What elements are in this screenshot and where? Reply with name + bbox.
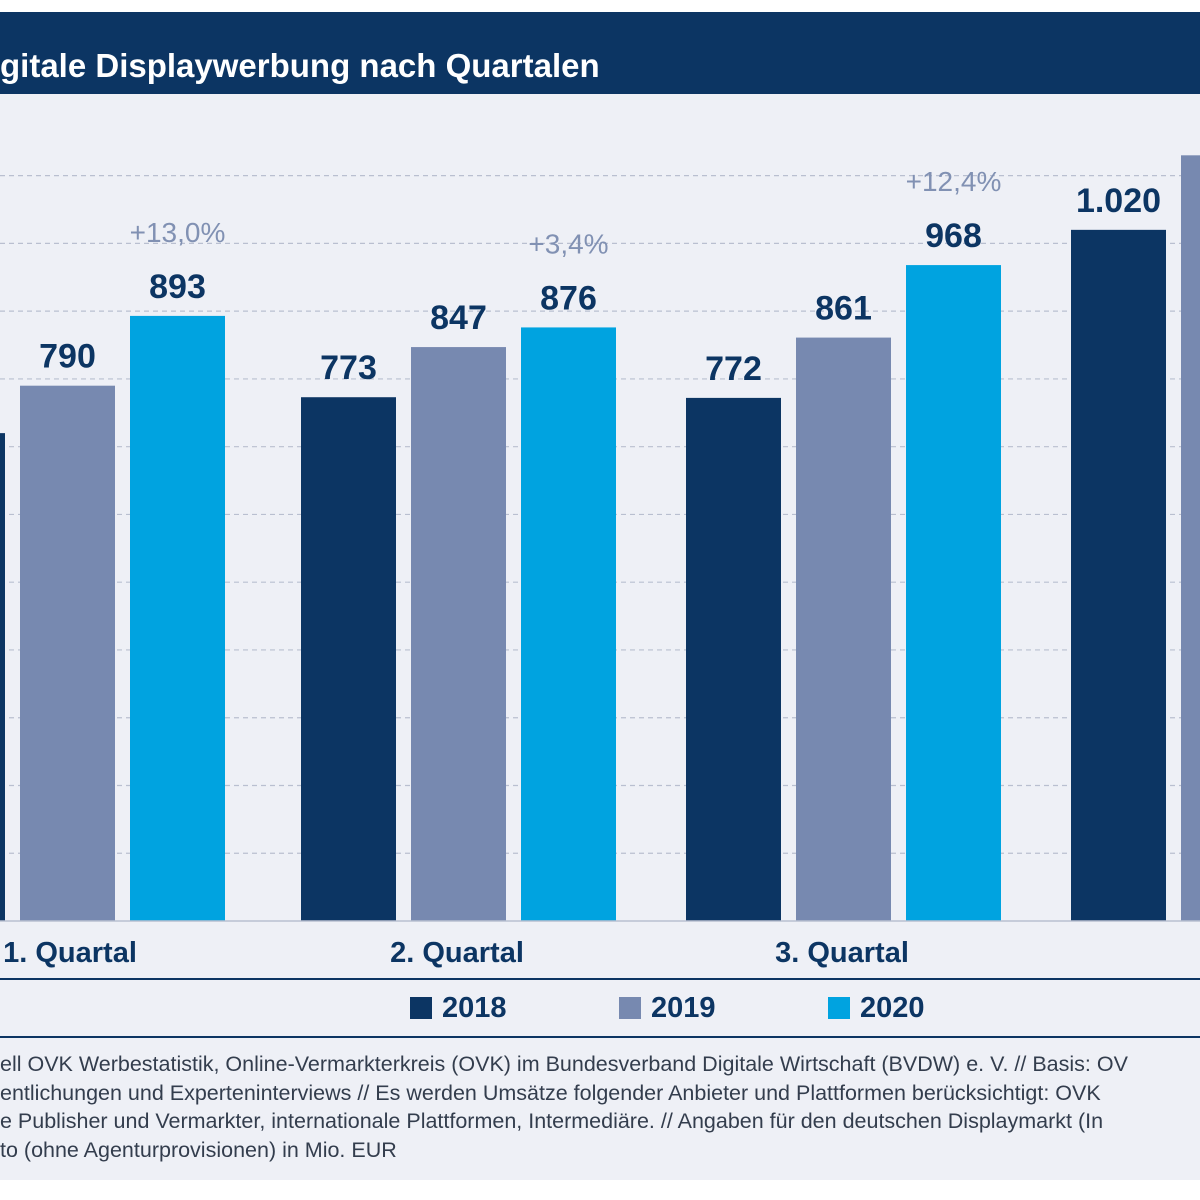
- bar-2020-q3: [906, 265, 1001, 921]
- legend-item-2020: 2020: [828, 990, 925, 1026]
- change-label-q3: +12,4%: [906, 166, 1002, 197]
- footer-divider: [0, 1036, 1200, 1038]
- legend-item-2019: 2019: [619, 990, 716, 1026]
- legend-swatch-2019: [619, 997, 641, 1019]
- footnote-line: entlichungen und Experteninterviews // E…: [0, 1080, 1101, 1105]
- legend-swatch-2020: [828, 997, 850, 1019]
- bar-2019-q1: [20, 385, 115, 921]
- legend-label-2018: 2018: [442, 991, 507, 1024]
- bar-2018-q4: [1071, 229, 1166, 921]
- value-label-2019-q1: 790: [39, 338, 96, 376]
- category-label-q3: 3. Quartal: [775, 937, 909, 969]
- value-label-2019-q2: 847: [430, 299, 487, 337]
- bar-2018-q2: [301, 397, 396, 921]
- legend-label-2019: 2019: [651, 991, 716, 1024]
- bar-2020-q1: [130, 315, 225, 921]
- legend-item-2018: 2018: [410, 990, 507, 1026]
- change-label-q2: +3,4%: [528, 228, 608, 259]
- value-label-2018-q2: 773: [320, 349, 377, 387]
- value-label-2018-q4: 1.020: [1076, 182, 1161, 220]
- title-bar: gitale Displaywerbung nach Quartalen: [0, 12, 1200, 94]
- footnote-line: e Publisher und Vermarkter, internationa…: [0, 1109, 1104, 1133]
- value-label-2020-q1: 893: [149, 268, 206, 306]
- legend-swatch-2018: [410, 997, 432, 1019]
- value-label-2020-q3: 968: [925, 217, 982, 255]
- category-label-q1: 1. Quartal: [3, 937, 137, 969]
- value-label-2019-q3: 861: [815, 290, 872, 328]
- value-label-2020-q2: 876: [540, 279, 597, 317]
- category-label-q2: 2. Quartal: [390, 937, 524, 969]
- value-label-2018-q3: 772: [705, 350, 762, 388]
- bar-2020-q2: [521, 327, 616, 922]
- bar-2019-q2: [411, 347, 506, 921]
- legend-label-2020: 2020: [860, 991, 925, 1024]
- bar-2018-q1: [0, 433, 5, 921]
- legend: 2018 2019 2020: [0, 990, 1200, 1026]
- bar-2019-q3: [796, 337, 891, 921]
- chart-title: gitale Displaywerbung nach Quartalen: [0, 47, 600, 84]
- bar-2019-q4: [1181, 155, 1200, 921]
- source-footnote: ell OVK Werbestatistik, Online-Vermarkte…: [0, 1050, 1200, 1164]
- footnote-line: to (ohne Agenturprovisionen) in Mio. EUR: [0, 1137, 397, 1162]
- change-label-q1: +13,0%: [130, 217, 226, 248]
- bar-2018-q3: [686, 397, 781, 921]
- footnote-line: ell OVK Werbestatistik, Online-Vermarkte…: [0, 1052, 1128, 1076]
